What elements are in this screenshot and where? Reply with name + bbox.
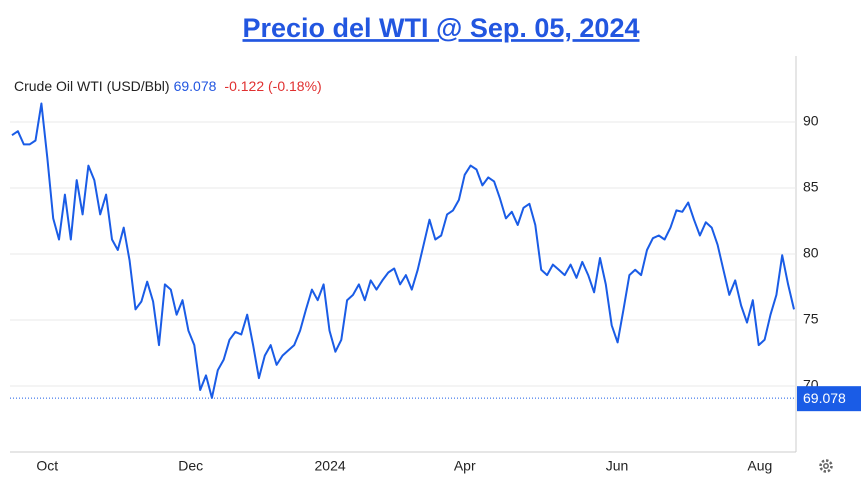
settings-icon[interactable] [819, 459, 833, 473]
price-tag-label: 69.078 [803, 390, 846, 406]
y-tick-label: 85 [803, 179, 819, 195]
x-tick-label: Dec [178, 458, 203, 474]
price-change: -0.122 (-0.18%) [224, 78, 321, 94]
header: Crude Oil WTI (USD/Bbl) 69.078 -0.122 (-0.… [14, 78, 322, 94]
y-tick-label: 75 [803, 311, 819, 327]
x-tick-label: Oct [36, 458, 58, 474]
price-line [11, 102, 795, 399]
x-tick-label: 2024 [315, 458, 346, 474]
last-price: 69.078 [174, 78, 217, 94]
price-tag [797, 386, 861, 412]
chart-title: Precio del WTI @ Sep. 05, 2024 [243, 13, 640, 43]
y-tick-label: 90 [803, 113, 819, 129]
x-tick-label: Jun [606, 458, 629, 474]
x-tick-label: Aug [747, 458, 772, 474]
x-tick-label: Apr [454, 458, 476, 474]
instrument: Crude Oil WTI (USD/Bbl) [14, 78, 170, 94]
y-tick-label: 80 [803, 245, 819, 261]
